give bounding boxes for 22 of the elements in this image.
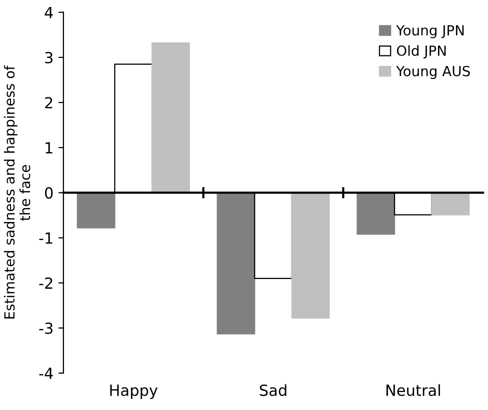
bar bbox=[216, 192, 256, 334]
bar bbox=[291, 192, 330, 319]
y-tick-label: 2 bbox=[45, 96, 52, 108]
bar bbox=[356, 192, 396, 235]
y-tick-label: -2 bbox=[39, 277, 52, 289]
y-tick-label: -3 bbox=[39, 322, 52, 334]
y-tick-label: 3 bbox=[45, 52, 52, 64]
y-tick-label: 1 bbox=[46, 142, 52, 154]
legend-label: Young JPN bbox=[396, 25, 464, 38]
bar bbox=[76, 192, 116, 228]
legend-label: Young AUS bbox=[396, 66, 470, 80]
y-tick-label: -1 bbox=[39, 232, 52, 244]
y-axis-title: Estimated sadness and happiness of the face bbox=[4, 65, 30, 319]
bar bbox=[431, 192, 470, 216]
x-tick-label: Neutral bbox=[386, 384, 440, 396]
x-tick-label: Happy bbox=[110, 384, 158, 399]
legend-label: Old JPN bbox=[396, 45, 446, 59]
bar bbox=[151, 42, 190, 194]
y-tick-label: -4 bbox=[39, 368, 53, 379]
y-tick-label: 4 bbox=[44, 6, 53, 18]
y-tick-label: 0 bbox=[45, 187, 53, 199]
x-tick-label: Sad bbox=[260, 384, 286, 396]
